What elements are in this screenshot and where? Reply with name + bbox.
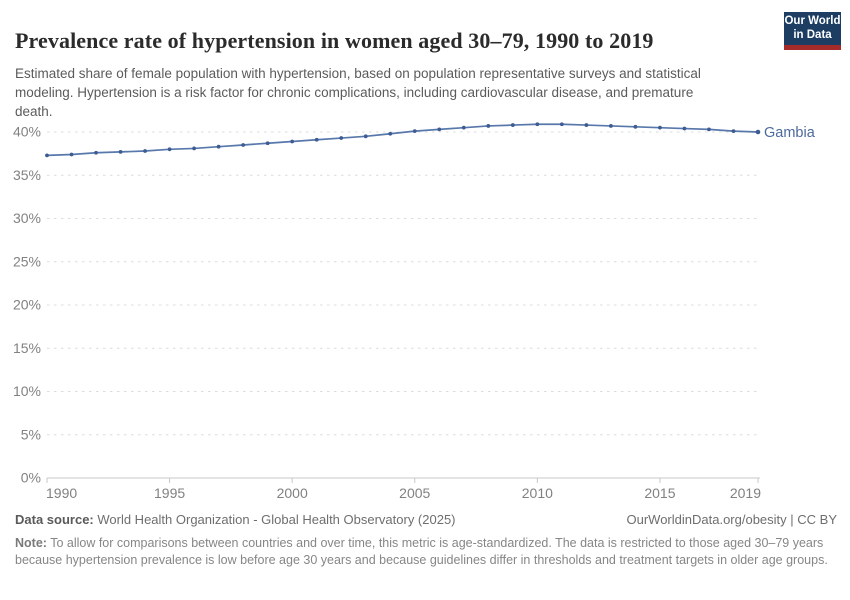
data-point[interactable] bbox=[339, 136, 344, 140]
data-point[interactable] bbox=[314, 137, 319, 142]
data-point[interactable] bbox=[461, 125, 466, 130]
data-point[interactable] bbox=[94, 150, 98, 155]
data-point[interactable] bbox=[755, 129, 761, 135]
data-point[interactable] bbox=[608, 124, 613, 128]
note-text: To allow for comparisons between countri… bbox=[15, 536, 828, 567]
y-axis-label: 10% bbox=[13, 383, 41, 399]
owid-logo-line2: in Data bbox=[793, 28, 832, 41]
data-point[interactable] bbox=[192, 146, 197, 151]
data-point[interactable] bbox=[45, 153, 49, 158]
data-point[interactable] bbox=[437, 127, 442, 132]
x-axis-label: 2019 bbox=[730, 485, 761, 501]
data-point[interactable] bbox=[241, 143, 246, 147]
data-point[interactable] bbox=[412, 129, 417, 134]
x-axis-label: 2015 bbox=[644, 485, 675, 501]
data-point[interactable] bbox=[535, 122, 540, 127]
footer-source-row: Data source: World Health Organization -… bbox=[15, 511, 837, 528]
owid-logo[interactable]: Our World in Data bbox=[784, 12, 841, 50]
footer-note: Note: To allow for comparisons between c… bbox=[15, 535, 837, 569]
page-title: Prevalence rate of hypertension in women… bbox=[15, 27, 654, 53]
y-axis-label: 15% bbox=[13, 340, 41, 356]
data-point[interactable] bbox=[118, 149, 123, 154]
data-point[interactable] bbox=[388, 131, 393, 136]
data-point[interactable] bbox=[290, 139, 295, 144]
data-point[interactable] bbox=[143, 149, 147, 153]
data-source-text: World Health Organization - Global Healt… bbox=[93, 512, 456, 527]
y-axis-label: 40% bbox=[13, 124, 41, 140]
data-point[interactable] bbox=[559, 122, 564, 127]
data-point[interactable] bbox=[216, 144, 221, 149]
x-axis-label: 1995 bbox=[154, 485, 185, 501]
data-point[interactable] bbox=[510, 123, 515, 127]
data-point[interactable] bbox=[682, 126, 687, 131]
x-axis-label: 2010 bbox=[522, 485, 553, 501]
chart-svg: 0% 5% 10% 15% 20% 25% 30% 35% 40% 1990 1995 2000 200… bbox=[13, 122, 816, 501]
data-point[interactable] bbox=[265, 141, 270, 146]
data-point[interactable] bbox=[486, 124, 491, 128]
data-source: Data source: World Health Organization -… bbox=[15, 511, 456, 528]
y-axis-label: 5% bbox=[21, 426, 41, 442]
y-axis-label: 20% bbox=[13, 297, 41, 313]
x-axis-label: 2000 bbox=[277, 485, 308, 501]
data-point[interactable] bbox=[363, 134, 368, 139]
note-label: Note: bbox=[15, 536, 47, 550]
chart-subtitle: Estimated share of female population wit… bbox=[15, 65, 701, 119]
attribution-link[interactable]: OurWorldinData.org/obesity | CC BY bbox=[626, 512, 838, 527]
y-axis-label: 35% bbox=[13, 167, 41, 183]
x-axis-label: 2005 bbox=[399, 485, 430, 501]
data-point[interactable] bbox=[731, 129, 736, 134]
data-source-label: Data source: bbox=[15, 512, 94, 527]
data-point[interactable] bbox=[69, 152, 74, 157]
data-point[interactable] bbox=[633, 124, 638, 129]
y-axis-label: 0% bbox=[21, 470, 41, 486]
chart-footer: Data source: World Health Organization -… bbox=[15, 511, 837, 569]
data-point[interactable] bbox=[707, 127, 711, 132]
data-point[interactable] bbox=[658, 125, 662, 130]
y-axis-label: 25% bbox=[13, 253, 41, 269]
series-end-label[interactable]: Gambia bbox=[764, 125, 816, 141]
trend-line[interactable] bbox=[46, 123, 759, 157]
data-point[interactable] bbox=[167, 147, 172, 152]
owid-logo-line1: Our World bbox=[784, 15, 841, 27]
x-axis-label: 1990 bbox=[46, 485, 77, 501]
data-point[interactable] bbox=[584, 123, 589, 127]
y-axis-label: 30% bbox=[13, 210, 41, 226]
